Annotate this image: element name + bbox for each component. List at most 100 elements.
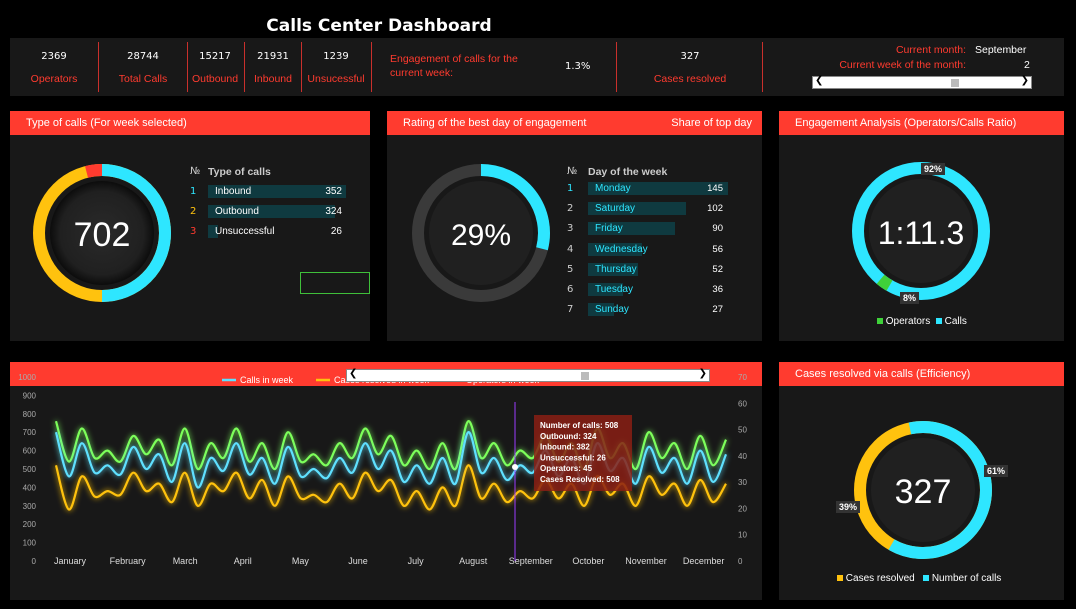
panel-header: Cases resolved via calls (Efficiency) xyxy=(779,362,1064,386)
row-no: 7 xyxy=(567,304,573,315)
panel-header-right: Share of top day xyxy=(671,111,752,135)
row-no: 1 xyxy=(190,186,196,197)
x-tick-label: June xyxy=(348,556,368,566)
type-donut: 702 xyxy=(30,161,174,305)
kpi-value: 327 xyxy=(620,51,760,62)
calls-line-chart-panel: 1000 900 800 700 600 500 400 300 200 100 0 70 60 50 40… xyxy=(10,362,762,600)
left-tick-label: 100 xyxy=(23,539,37,548)
legend-label: Calls in week xyxy=(240,375,294,385)
legend-cases: Cases resolved xyxy=(846,573,915,584)
right-tick-label: 70 xyxy=(738,373,747,382)
left-tick-label: 700 xyxy=(23,428,37,437)
scroll-left-icon[interactable]: ❮ xyxy=(349,368,357,379)
tooltip-line: Outbound: 324 xyxy=(540,432,597,441)
row-value: 324 xyxy=(320,206,342,217)
row-value: 102 xyxy=(697,203,723,214)
row-day: Tuesday xyxy=(595,284,633,295)
row-name: Outbound xyxy=(215,206,259,217)
divider xyxy=(762,42,763,92)
divider xyxy=(616,42,617,92)
row-day: Wednesday xyxy=(595,244,648,255)
divider xyxy=(98,42,99,92)
cursor-marker xyxy=(512,464,518,470)
row-value: 352 xyxy=(320,186,342,197)
operators-pct-label: 8% xyxy=(900,292,919,304)
type-of-calls-panel: Type of calls (For week selected) 702 № … xyxy=(10,111,370,341)
tooltip-line: Number of calls: 508 xyxy=(540,421,619,430)
tooltip-line: Inbound: 382 xyxy=(540,443,590,452)
kpi-bar: 2369 Operators 28744 Total Calls 15217 O… xyxy=(10,38,1064,96)
divider xyxy=(371,42,372,92)
kpi-label: Operators xyxy=(20,73,88,85)
row-value: 56 xyxy=(697,244,723,255)
current-month-value: September xyxy=(975,44,1026,56)
row-day: Saturday xyxy=(595,203,635,214)
left-tick-label: 200 xyxy=(23,520,37,529)
panel-header: Engagement Analysis (Operators/Calls Rat… xyxy=(779,111,1064,135)
kpi-total-calls: 28744 Total Calls xyxy=(105,38,181,96)
legend-calls: Calls xyxy=(945,316,967,327)
calls-pct-label: 61% xyxy=(984,465,1008,477)
line-chart: 1000900800700600500400300200100070605040… xyxy=(10,362,762,600)
col-type: Type of calls xyxy=(208,166,271,178)
legend-swatch xyxy=(877,318,883,324)
kpi-cases-resolved: 327 Cases resolved xyxy=(620,38,760,96)
right-tick-label: 0 xyxy=(738,557,743,566)
week-scrollbar[interactable]: ❮ ❯ xyxy=(812,76,1032,89)
right-tick-label: 60 xyxy=(738,399,747,408)
legend: Cases resolved Number of calls xyxy=(837,573,1001,584)
right-tick-label: 40 xyxy=(738,452,747,461)
row-no: 1 xyxy=(567,183,573,194)
x-tick-label: January xyxy=(54,556,87,566)
x-tick-label: March xyxy=(173,556,198,566)
kpi-value: 21931 xyxy=(246,51,300,62)
legend-swatch xyxy=(837,575,843,581)
left-tick-label: 800 xyxy=(23,410,37,419)
row-no: 6 xyxy=(567,284,573,295)
scroll-thumb[interactable] xyxy=(951,79,959,87)
row-value: 52 xyxy=(697,264,723,275)
kpi-value: 2369 xyxy=(20,51,88,62)
kpi-operators: 2369 Operators xyxy=(20,38,88,96)
left-tick-label: 500 xyxy=(23,465,37,474)
donut-total: 702 xyxy=(74,216,131,254)
col-no: № xyxy=(190,166,200,177)
right-tick-label: 50 xyxy=(738,426,747,435)
row-value: 90 xyxy=(697,223,723,234)
x-tick-label: October xyxy=(572,556,604,566)
engagement-donut: 1:11.3 xyxy=(849,159,993,303)
panel-header: Type of calls (For week selected) xyxy=(10,111,370,135)
scroll-thumb[interactable] xyxy=(581,372,589,380)
legend-operators: Operators xyxy=(886,316,930,327)
donut-operators-arc xyxy=(881,279,890,285)
current-week-value: 2 xyxy=(1024,59,1030,71)
engagement-label: Engagement of calls for the current week… xyxy=(390,52,540,80)
x-tick-label: May xyxy=(292,556,310,566)
divider xyxy=(187,42,188,92)
row-no: 4 xyxy=(567,244,573,255)
row-no: 5 xyxy=(567,264,573,275)
divider xyxy=(301,42,302,92)
chart-scrollbar[interactable]: ❮ ❯ xyxy=(346,369,710,382)
right-tick-label: 10 xyxy=(738,531,747,540)
scroll-right-icon[interactable]: ❯ xyxy=(1021,75,1029,86)
legend-swatch xyxy=(936,318,942,324)
kpi-value: 15217 xyxy=(189,51,241,62)
rating-donut: 29% xyxy=(409,161,553,305)
page-title: Calls Center Dashboard xyxy=(264,12,494,40)
kpi-label: Total Calls xyxy=(105,73,181,85)
donut-unsuccessful-arc xyxy=(87,170,103,172)
current-week-label: Current week of the month: xyxy=(810,59,966,71)
kpi-label: Outbound xyxy=(189,73,241,85)
left-tick-label: 300 xyxy=(23,502,37,511)
donut-percent: 29% xyxy=(451,219,511,252)
scroll-right-icon[interactable]: ❯ xyxy=(699,368,707,379)
tooltip-line: Unsuccessful: 26 xyxy=(540,453,606,462)
legend-swatch xyxy=(923,575,929,581)
selected-cell[interactable] xyxy=(300,272,370,294)
scroll-left-icon[interactable]: ❮ xyxy=(815,75,823,86)
x-tick-label: July xyxy=(408,556,425,566)
tooltip-line: Cases Resolved: 508 xyxy=(540,475,620,484)
kpi-label: Inbound xyxy=(246,73,300,85)
legend-calls: Number of calls xyxy=(932,573,1001,584)
